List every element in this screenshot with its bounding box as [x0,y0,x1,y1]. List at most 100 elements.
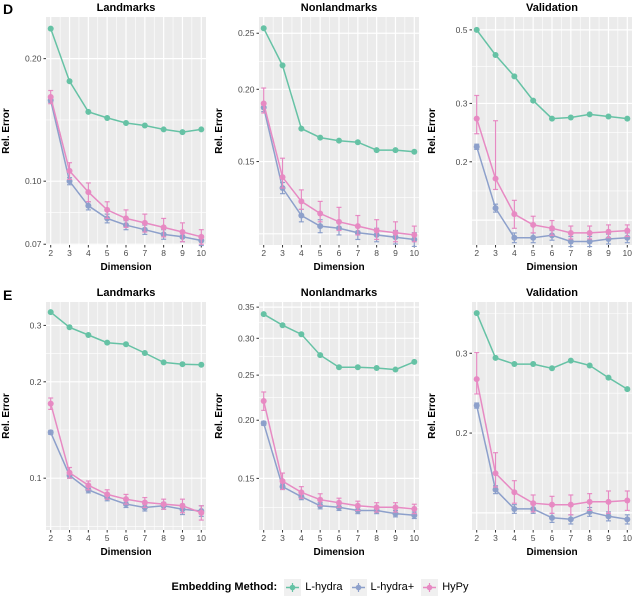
series-hypy [260,391,418,515]
x-tick-label: 3 [67,533,72,543]
legend-label: HyPy [442,581,469,593]
x-tick-label: 10 [197,533,207,543]
legend-key-icon [421,578,439,596]
y-axis-title: Rel. Error [1,393,12,439]
x-tick-label: 8 [374,533,379,543]
panel-title: Nonlandmarks [301,287,377,299]
y-tick-label: 0.30 [238,333,255,343]
series-hypy [473,94,631,240]
legend: Embedding Method: L-hydra L-hydra+ HyPy [0,572,640,602]
panel-e-validation: Validation Rel. Error Dimension 0.2 0.3 2 3 4 5 6… [427,287,633,558]
x-tick-label: 6 [550,533,555,543]
y-tick-label: 0.3 [30,320,42,330]
x-tick-label: 8 [374,248,379,258]
x-tick-label: 10 [410,248,420,258]
x-tick-label: 8 [587,248,592,258]
x-tick-label: 3 [280,248,285,258]
x-tick-label: 5 [531,248,536,258]
x-tick-label: 2 [48,248,53,258]
y-tick-label: 0.2 [456,157,468,167]
x-tick-label: 8 [161,533,166,543]
x-tick-label: 6 [550,248,555,258]
x-tick-label: 3 [280,533,285,543]
legend-entry-l-hydra: L-hydra [284,578,343,596]
y-tick-label: 0.20 [238,415,255,425]
panel-grid: Landmarks Rel. Error Dimension 0.07 0.10 0.20… [1,2,633,558]
series-l-hydra [47,309,205,368]
x-tick-label: 8 [587,533,592,543]
x-tick-label: 10 [197,248,207,258]
panel-d-nonlandmarks: Nonlandmarks Rel. Error Dimension 0.15 0.20 0… [214,2,420,273]
row-label-e: E [3,287,13,303]
x-axis-title: Dimension [313,547,364,558]
y-axis-title: Rel. Error [427,393,438,439]
x-tick-label: 5 [105,248,110,258]
x-tick-label: 4 [512,248,517,258]
x-tick-label: 2 [474,248,479,258]
x-tick-label: 10 [623,533,633,543]
x-tick-label: 9 [606,248,611,258]
x-axis-title: Dimension [100,262,151,273]
y-tick-label: 0.1 [30,473,42,483]
series-l-hydra+ [473,143,631,248]
x-tick-label: 7 [142,533,147,543]
y-tick-label: 0.2 [456,428,468,438]
y-tick-label: 0.25 [238,370,255,380]
series-l-hydra [260,311,418,373]
x-tick-label: 7 [355,248,360,258]
panel-title: Landmarks [97,287,156,299]
x-tick-label: 9 [393,533,398,543]
x-tick-label: 4 [299,533,304,543]
legend-label: L-hydra [305,581,343,593]
x-tick-label: 5 [318,248,323,258]
x-axis-title: Dimension [526,547,577,558]
y-axis-title: Rel. Error [214,393,225,439]
x-tick-label: 4 [86,248,91,258]
y-tick-label: 0.10 [25,176,42,186]
y-axis-title: Rel. Error [427,108,438,154]
legend-title: Embedding Method: [171,581,278,593]
x-tick-label: 3 [493,248,498,258]
x-tick-label: 5 [531,533,536,543]
x-axis-title: Dimension [313,262,364,273]
y-tick-label: 0.3 [456,348,468,358]
panel-d-landmarks: Landmarks Rel. Error Dimension 0.07 0.10 0.20… [1,2,207,273]
legend-key-icon [284,578,302,596]
x-tick-label: 2 [48,533,53,543]
series-l-hydra [260,25,418,155]
legend-key-icon [349,578,367,596]
x-tick-label: 6 [124,533,129,543]
y-tick-label: 0.07 [25,239,42,249]
x-tick-label: 6 [337,248,342,258]
x-tick-label: 7 [142,248,147,258]
x-axis-title: Dimension [100,547,151,558]
x-tick-label: 10 [623,248,633,258]
series-l-hydra [473,310,631,393]
x-tick-label: 4 [86,533,91,543]
x-tick-label: 4 [299,248,304,258]
x-tick-label: 6 [124,248,129,258]
series-hypy [260,87,418,243]
panel-e-nonlandmarks: Nonlandmarks Rel. Error Dimension 0.15 0.20 0… [214,287,419,558]
x-tick-label: 3 [67,248,72,258]
x-tick-label: 8 [161,248,166,258]
y-tick-label: 0.20 [25,54,42,64]
y-axis-title: Rel. Error [214,108,225,154]
x-tick-label: 5 [318,533,323,543]
series-hypy [47,397,205,521]
x-tick-label: 9 [180,248,185,258]
panel-title: Nonlandmarks [301,2,377,14]
x-tick-label: 7 [355,533,360,543]
panel-title: Landmarks [97,2,156,14]
x-tick-label: 7 [568,533,573,543]
panel-d-validation: Validation Rel. Error Dimension 0.2 0.3 0.5 2 3… [427,2,633,273]
legend-label: L-hydra+ [370,581,415,593]
x-tick-label: 2 [261,248,266,258]
series-l-hydra [473,26,631,122]
x-tick-label: 7 [568,248,573,258]
x-axis-title: Dimension [526,262,577,273]
x-tick-label: 3 [493,533,498,543]
series-hypy [473,352,631,516]
x-tick-label: 2 [261,533,266,543]
